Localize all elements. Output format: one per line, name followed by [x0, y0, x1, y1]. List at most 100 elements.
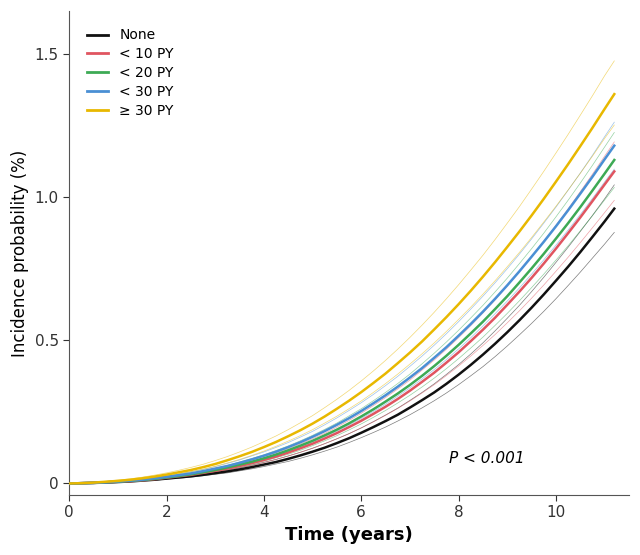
None	[284, 456, 292, 462]
< 20 PY	[516, 279, 524, 286]
≥ 30 PY	[601, 105, 609, 112]
< 20 PY	[333, 426, 340, 433]
Line: None: None	[69, 209, 614, 483]
None	[248, 464, 255, 471]
≥ 30 PY	[223, 457, 231, 463]
< 30 PY	[467, 321, 474, 327]
< 20 PY	[126, 477, 134, 484]
< 30 PY	[357, 408, 365, 415]
< 30 PY	[369, 400, 377, 407]
< 10 PY	[163, 475, 170, 481]
≥ 30 PY	[65, 480, 73, 487]
< 30 PY	[430, 355, 438, 361]
< 30 PY	[504, 282, 511, 289]
≥ 30 PY	[175, 469, 182, 476]
None	[577, 249, 584, 255]
None	[260, 461, 268, 468]
≥ 30 PY	[308, 420, 316, 427]
None	[589, 234, 596, 240]
< 30 PY	[479, 309, 487, 315]
< 20 PY	[454, 341, 462, 348]
< 30 PY	[611, 142, 618, 149]
None	[138, 477, 146, 484]
< 20 PY	[260, 455, 268, 462]
< 20 PY	[114, 478, 122, 485]
< 20 PY	[175, 473, 182, 480]
< 20 PY	[467, 330, 474, 337]
< 10 PY	[601, 181, 609, 188]
< 30 PY	[284, 444, 292, 451]
< 10 PY	[126, 478, 134, 485]
< 10 PY	[90, 480, 97, 486]
≥ 30 PY	[611, 91, 618, 98]
≥ 30 PY	[492, 259, 499, 265]
< 20 PY	[284, 447, 292, 453]
≥ 30 PY	[394, 360, 401, 366]
< 20 PY	[552, 235, 560, 242]
None	[492, 340, 499, 347]
None	[187, 473, 195, 480]
< 20 PY	[479, 319, 487, 325]
≥ 30 PY	[333, 405, 340, 412]
< 10 PY	[611, 168, 618, 175]
< 10 PY	[406, 387, 413, 394]
< 10 PY	[187, 472, 195, 478]
< 10 PY	[577, 214, 584, 221]
< 20 PY	[430, 363, 438, 370]
< 10 PY	[65, 480, 73, 487]
< 10 PY	[321, 435, 328, 442]
< 30 PY	[540, 239, 548, 245]
< 10 PY	[260, 457, 268, 463]
≥ 30 PY	[369, 380, 377, 386]
None	[114, 479, 122, 486]
≥ 30 PY	[150, 473, 158, 480]
< 20 PY	[163, 474, 170, 481]
< 20 PY	[272, 451, 280, 458]
< 10 PY	[248, 460, 255, 466]
≥ 30 PY	[90, 480, 97, 486]
None	[394, 411, 401, 418]
< 30 PY	[199, 468, 207, 475]
X-axis label: Time (years): Time (years)	[285, 526, 413, 544]
< 10 PY	[236, 463, 243, 470]
≥ 30 PY	[540, 195, 548, 202]
≥ 30 PY	[163, 471, 170, 478]
None	[65, 480, 73, 487]
< 30 PY	[589, 174, 596, 180]
< 10 PY	[528, 275, 536, 281]
< 20 PY	[296, 442, 304, 449]
< 20 PY	[394, 390, 401, 397]
≥ 30 PY	[577, 143, 584, 149]
< 20 PY	[236, 461, 243, 468]
< 20 PY	[528, 265, 536, 272]
< 10 PY	[442, 359, 450, 366]
< 30 PY	[223, 463, 231, 470]
< 20 PY	[187, 471, 195, 478]
< 20 PY	[90, 480, 97, 486]
None	[296, 452, 304, 459]
≥ 30 PY	[284, 433, 292, 440]
None	[479, 351, 487, 358]
≥ 30 PY	[552, 178, 560, 185]
< 10 PY	[418, 379, 426, 385]
< 10 PY	[394, 396, 401, 402]
None	[406, 404, 413, 411]
None	[369, 423, 377, 430]
None	[333, 440, 340, 446]
< 30 PY	[454, 332, 462, 339]
< 20 PY	[199, 469, 207, 476]
< 30 PY	[418, 365, 426, 371]
< 10 PY	[175, 473, 182, 480]
None	[236, 466, 243, 473]
< 30 PY	[114, 478, 122, 485]
< 30 PY	[333, 421, 340, 428]
< 10 PY	[454, 349, 462, 356]
< 30 PY	[492, 295, 499, 302]
Y-axis label: Incidence probability (%): Incidence probability (%)	[11, 149, 29, 357]
None	[126, 478, 134, 485]
≥ 30 PY	[479, 274, 487, 280]
Text: P < 0.001: P < 0.001	[449, 451, 524, 466]
≥ 30 PY	[467, 287, 474, 294]
< 20 PY	[442, 352, 450, 359]
< 20 PY	[381, 398, 389, 405]
